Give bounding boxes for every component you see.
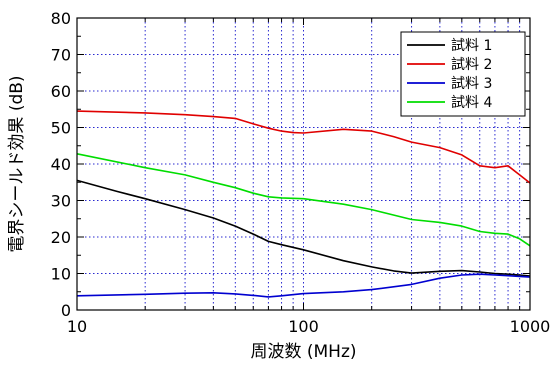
legend-label-3: 試料 3: [451, 76, 492, 92]
y-axis-label: 電界シールド効果 (dB): [7, 75, 27, 252]
y-tick-label: 20: [51, 228, 71, 247]
legend: 試料 1 試料 2 試料 3 試料 4: [400, 31, 526, 117]
y-tick-label: 40: [51, 155, 71, 174]
y-tick-label: 80: [51, 9, 71, 28]
x-tick-label: 1000: [510, 317, 551, 336]
legend-label-4: 試料 4: [451, 95, 492, 111]
x-axis-label: 周波数 (MHz): [250, 342, 356, 362]
y-tick-label: 10: [51, 265, 71, 284]
series-line-2: [76, 110, 531, 184]
series-line-3: [76, 273, 531, 298]
x-tick-label: 10: [67, 317, 87, 336]
y-tick-label: 30: [51, 192, 71, 211]
legend-label-1: 試料 1: [451, 38, 492, 54]
series-lines: [76, 110, 531, 298]
x-tick-label: 100: [288, 317, 319, 336]
y-tick-label: 50: [51, 119, 71, 138]
series-line-4: [76, 153, 531, 247]
y-tick-label: 70: [51, 46, 71, 65]
plot-frame: [76, 17, 531, 311]
y-tick-label: 60: [51, 82, 71, 101]
series-line-1: [76, 179, 531, 277]
legend-label-2: 試料 2: [451, 57, 492, 73]
y-tick-label: 0: [61, 301, 71, 320]
